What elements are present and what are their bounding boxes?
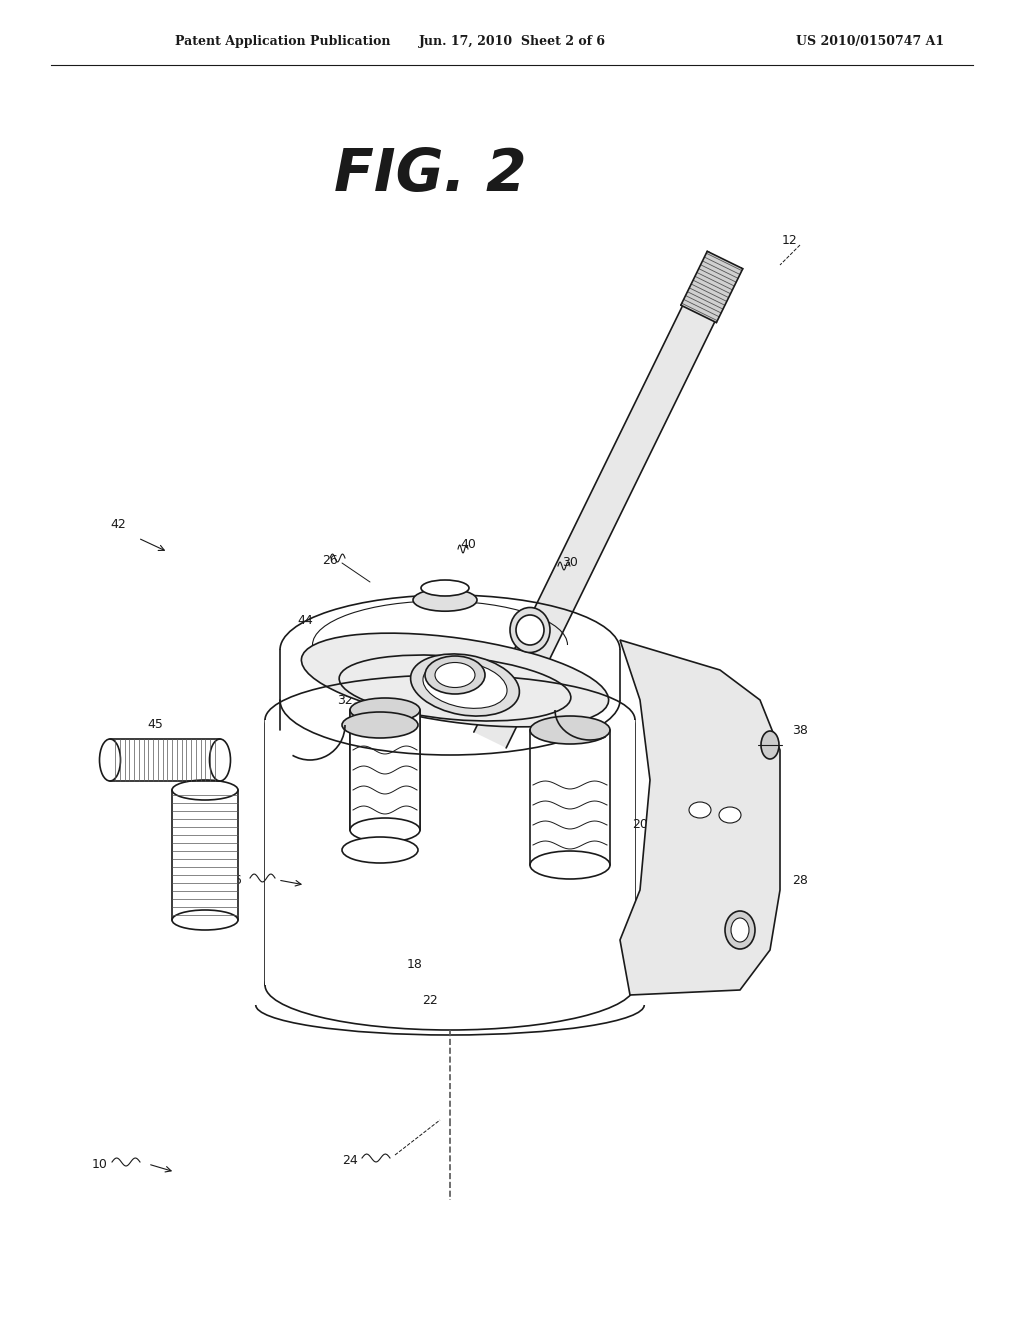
- Ellipse shape: [719, 807, 741, 822]
- Ellipse shape: [421, 579, 469, 597]
- Ellipse shape: [725, 911, 755, 949]
- Ellipse shape: [411, 653, 519, 715]
- Ellipse shape: [530, 851, 610, 879]
- Text: 28: 28: [792, 874, 808, 887]
- Ellipse shape: [210, 739, 230, 781]
- Text: 20: 20: [367, 779, 383, 792]
- Text: 30: 30: [562, 556, 578, 569]
- Text: US 2010/0150747 A1: US 2010/0150747 A1: [796, 36, 944, 49]
- Polygon shape: [620, 640, 780, 995]
- Text: 12: 12: [782, 234, 798, 247]
- Text: Jun. 17, 2010  Sheet 2 of 6: Jun. 17, 2010 Sheet 2 of 6: [419, 36, 605, 49]
- Polygon shape: [474, 252, 741, 748]
- Ellipse shape: [731, 917, 749, 942]
- Ellipse shape: [301, 634, 608, 727]
- Text: 10: 10: [92, 1159, 108, 1172]
- Polygon shape: [110, 746, 220, 774]
- Text: 42: 42: [111, 519, 126, 532]
- Ellipse shape: [99, 739, 121, 781]
- Ellipse shape: [413, 589, 477, 611]
- Text: 22: 22: [422, 994, 438, 1006]
- Text: 38: 38: [792, 723, 808, 737]
- Text: FIG. 2: FIG. 2: [334, 147, 526, 203]
- Ellipse shape: [172, 909, 238, 931]
- Ellipse shape: [265, 940, 635, 1030]
- Ellipse shape: [516, 615, 544, 645]
- Polygon shape: [350, 710, 420, 830]
- Text: Patent Application Publication: Patent Application Publication: [175, 36, 390, 49]
- Text: 24: 24: [342, 1154, 357, 1167]
- Ellipse shape: [761, 731, 779, 759]
- Ellipse shape: [342, 837, 418, 863]
- Text: 20: 20: [632, 818, 648, 832]
- Text: 34: 34: [357, 718, 373, 731]
- Polygon shape: [172, 789, 238, 920]
- Text: 40: 40: [460, 539, 476, 552]
- Text: 26: 26: [323, 553, 338, 566]
- Ellipse shape: [689, 803, 711, 818]
- Ellipse shape: [423, 661, 507, 709]
- Polygon shape: [530, 730, 610, 865]
- Text: 18: 18: [408, 958, 423, 972]
- Text: 32: 32: [337, 693, 353, 706]
- Ellipse shape: [350, 698, 420, 722]
- Ellipse shape: [435, 663, 475, 688]
- Ellipse shape: [172, 780, 238, 800]
- Ellipse shape: [425, 656, 485, 694]
- Text: 36: 36: [542, 673, 558, 686]
- Ellipse shape: [510, 607, 550, 652]
- Ellipse shape: [530, 715, 610, 744]
- Polygon shape: [681, 251, 742, 322]
- Ellipse shape: [350, 818, 420, 842]
- Ellipse shape: [342, 711, 418, 738]
- Text: 45: 45: [147, 718, 163, 731]
- Polygon shape: [265, 719, 635, 985]
- Text: 44: 44: [297, 614, 313, 627]
- Text: 16: 16: [227, 874, 243, 887]
